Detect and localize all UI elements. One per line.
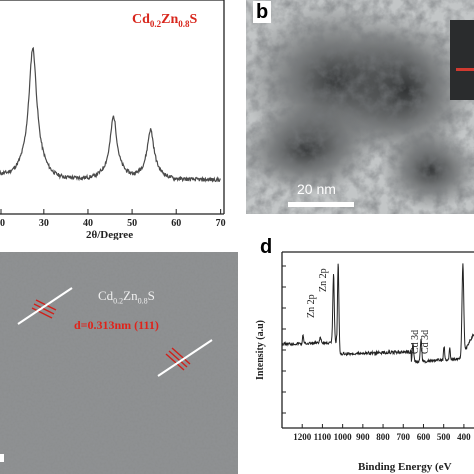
lattice-fringe-marker-right xyxy=(165,347,191,371)
xps-annotation-cd3d-b: Cd 3d xyxy=(420,330,431,354)
xps-x-tick-label: 700 xyxy=(397,432,411,442)
xrd-series-line xyxy=(0,46,221,183)
xrd-x-tick-label: 50 xyxy=(127,218,137,229)
xrd-x-tick-label: 40 xyxy=(83,218,93,229)
tem-inset xyxy=(450,20,474,100)
d-spacing-label: d=0.313nm (111) xyxy=(74,318,159,332)
xps-x-tick-label: 400 xyxy=(457,432,471,442)
hrtem-phase-label: Cd0.2Zn0.8S xyxy=(98,288,155,306)
xrd-x-label: 2θ/Degree xyxy=(86,229,134,240)
xrd-chart: 0 30 40 50 60 70 xyxy=(0,0,226,229)
lattice-pointer-right xyxy=(157,339,213,377)
xps-x-label: Binding Energy (eV xyxy=(358,461,452,473)
scale-bar-label: 20 nm xyxy=(297,181,336,197)
panel-b-tem: 20 nm xyxy=(246,0,474,214)
panel-d-xps: 1200 1100 1000 900 800 700 600 500 400 Zn 2p Zn … xyxy=(246,226,474,474)
xrd-x-tick-label: 60 xyxy=(171,218,181,229)
xps-y-label: Intensity (a.u) xyxy=(255,320,266,380)
xps-x-tick-label: 900 xyxy=(356,432,370,442)
lattice-pointer-left xyxy=(17,287,73,325)
panel-a-xrd: Cd0.2Zn0.8S 0 30 40 50 60 70 2θ/Degree xyxy=(0,0,238,240)
panel-letter-d: d xyxy=(260,236,273,258)
xrd-x-tick-label: 30 xyxy=(39,218,49,229)
scale-bar xyxy=(288,202,354,207)
xps-chart: 1200 1100 1000 900 800 700 600 500 400 Zn 2p Zn … xyxy=(255,251,474,473)
xps-x-tick-label: 600 xyxy=(417,432,431,442)
panel-letter-b: b xyxy=(253,1,272,23)
xrd-x-tick-label: 0 xyxy=(0,218,5,229)
xrd-x-tick-label: 70 xyxy=(216,218,226,229)
xps-x-tick-label: 1200 xyxy=(293,432,312,442)
xps-series-line xyxy=(281,263,474,365)
xps-annotation-zn2p-a: Zn 2p xyxy=(306,294,317,318)
xps-x-tick-label: 800 xyxy=(376,432,390,442)
tem-image xyxy=(246,0,474,214)
xrd-sample-label: Cd0.2Zn0.8S xyxy=(132,12,198,29)
hrtem-image xyxy=(0,252,238,474)
xps-x-tick-label: 1100 xyxy=(314,432,332,442)
panel-c-hrtem: Cd0.2Zn0.8S d=0.313nm (111) xyxy=(0,252,238,474)
xps-x-tick-label: 500 xyxy=(437,432,451,442)
xps-annotation-cd3d-a: Cd 3d xyxy=(410,330,421,354)
xps-x-tick-label: 1000 xyxy=(334,432,353,442)
xps-annotation-zn2p-b: Zn 2p xyxy=(318,268,329,292)
